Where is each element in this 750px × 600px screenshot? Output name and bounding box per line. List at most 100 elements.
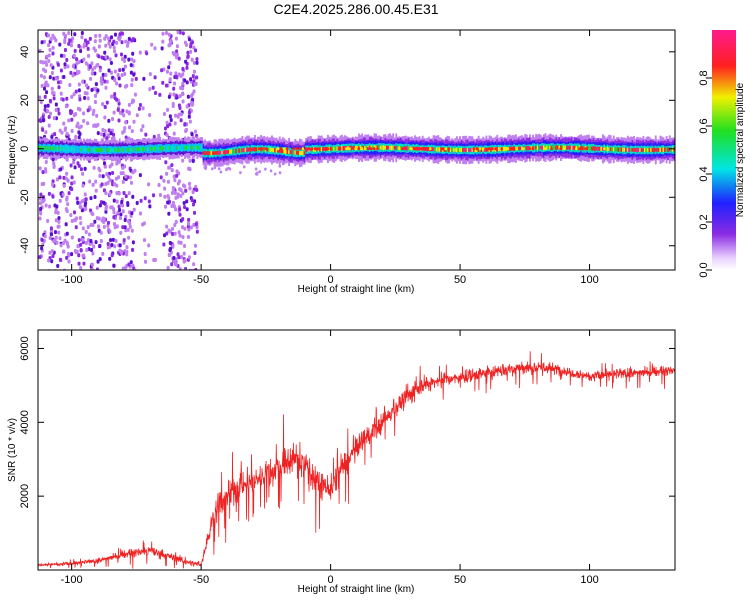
spectrogram-cell: [600, 146, 603, 151]
spectrogram-cell: [112, 132, 116, 137]
spectrogram-cell: [354, 147, 357, 151]
snr-y-ticks: 2000 4000 6000: [19, 336, 675, 508]
spectrogram-cell: [77, 163, 81, 168]
spectrogram-cell: [40, 83, 44, 88]
spectrogram-cell: [171, 104, 175, 109]
spectrogram-cell: [121, 147, 124, 152]
spectrogram-cell: [135, 147, 138, 152]
spectrogram-cell: [521, 146, 524, 151]
spectrogram-cell: [567, 145, 570, 150]
spectrogram-cell: [478, 147, 482, 151]
spectrogram-cell: [277, 148, 280, 153]
snr-series-line: [38, 351, 675, 569]
spectrogram-cell: [474, 147, 477, 153]
spectrogram-cell: [485, 147, 488, 152]
spectrogram-cell: [86, 121, 90, 126]
spectrogram-cell: [95, 216, 99, 221]
spectrogram-cell: [74, 225, 78, 230]
spectrogram-cell: [112, 215, 116, 220]
spectrogram-cell: [38, 118, 42, 123]
spectrogram-cell: [378, 145, 381, 150]
spectrogram-cell: [86, 40, 90, 45]
spectrogram-cell: [443, 147, 446, 152]
spectrogram-cell: [108, 44, 112, 49]
spectrogram-cell: [79, 221, 83, 226]
spectrogram-cell: [171, 243, 175, 248]
spectrogram-cell: [191, 202, 195, 207]
spectrogram-cell: [84, 61, 88, 66]
spectrogram-cell: [43, 104, 47, 109]
spectrogram-cell: [620, 147, 623, 152]
spectrogram-cell: [118, 248, 122, 253]
spectrogram-cell: [549, 145, 552, 150]
spectrogram-frame: [37, 29, 676, 271]
spectrogram-cell: [67, 118, 71, 123]
spectrogram-cell: [48, 47, 52, 52]
spectrogram-cell: [530, 146, 533, 150]
spectrogram-cell: [202, 151, 205, 155]
spectrogram-cell: [100, 55, 104, 60]
spectrogram-cell: [195, 60, 199, 65]
spectrogram-cell: [285, 149, 287, 154]
spectrogram-cell: [90, 147, 93, 153]
spectrogram-cell: [109, 61, 113, 66]
spectrogram-cell: [48, 146, 51, 150]
spectrogram-cell: [97, 44, 101, 49]
spectrogram-cell: [94, 240, 98, 245]
spectrogram-cell: [113, 92, 117, 97]
spectrogram-cell: [44, 167, 48, 172]
spectrogram-cell: [124, 214, 128, 219]
spectrogram-cell: [295, 151, 298, 155]
spectrogram-cell: [592, 146, 595, 151]
spectrogram-cell: [51, 179, 55, 184]
spectrogram-cell: [79, 242, 83, 247]
spectrogram-cell: [116, 73, 120, 78]
spectrogram-cell: [144, 132, 148, 137]
spectrogram-cell: [639, 148, 642, 152]
spectrogram-cell: [154, 146, 157, 151]
spectrogram-cell: [120, 31, 124, 36]
spectrogram-cell: [47, 115, 51, 120]
spectrogram-cell: [104, 43, 108, 48]
spectrogram-cell: [64, 33, 68, 38]
spectrogram-cell: [173, 146, 176, 150]
spectrogram-cell: [186, 221, 190, 226]
spectrogram-cell: [278, 148, 281, 153]
spectrogram-cell: [147, 243, 151, 248]
spectrogram-cell: [165, 69, 169, 74]
spectrogram-cell: [73, 32, 77, 37]
spectrogram-cell: [47, 123, 51, 128]
spectrogram-cell: [38, 216, 42, 221]
spectrogram-cell: [130, 77, 134, 82]
spectrogram-cell: [62, 53, 66, 58]
spectrogram-cell: [70, 94, 74, 99]
spectrogram-cell: [43, 94, 47, 99]
spectrogram-cell: [178, 207, 182, 212]
spectrogram-cell: [103, 79, 107, 84]
spectrogram-cell: [75, 147, 78, 152]
spectrogram-cell: [95, 267, 99, 270]
spectrogram-cell: [181, 99, 185, 104]
spectrogram-cell: [432, 147, 435, 152]
spectrogram-cell: [174, 146, 177, 150]
spectrogram-cell: [70, 109, 74, 114]
spectrogram-cell: [172, 131, 176, 136]
spectrogram-cell: [151, 85, 155, 90]
spectrogram-cell: [113, 49, 117, 54]
spectrogram-cell: [85, 83, 89, 88]
spectrogram-cell: [161, 31, 165, 36]
spectrogram-cell: [249, 147, 252, 152]
spectrogram-cell: [422, 147, 426, 151]
spectrogram-cell: [170, 262, 174, 267]
spectrogram-cell: [187, 145, 190, 150]
spectrogram-cell: [360, 147, 364, 151]
spectrogram-cell: [124, 228, 128, 233]
spectrogram-cell: [117, 101, 121, 106]
spectrogram-cell: [183, 258, 187, 263]
spectrogram-cell: [189, 44, 193, 49]
spectrogram-cell: [199, 145, 202, 150]
spectrogram-cell: [326, 147, 329, 151]
spectrogram-cell: [509, 147, 513, 151]
spectrogram-cell: [195, 229, 199, 234]
spectrogram-cell: [127, 262, 131, 267]
